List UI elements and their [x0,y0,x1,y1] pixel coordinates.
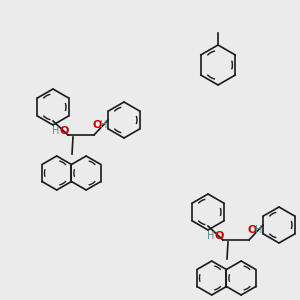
Text: O: O [247,225,257,235]
Text: H: H [100,120,108,130]
Text: H: H [207,231,215,241]
Text: H: H [52,126,60,136]
Text: H: H [255,225,263,235]
Text: O: O [92,120,102,130]
Text: O: O [214,231,224,241]
Text: O: O [59,126,69,136]
